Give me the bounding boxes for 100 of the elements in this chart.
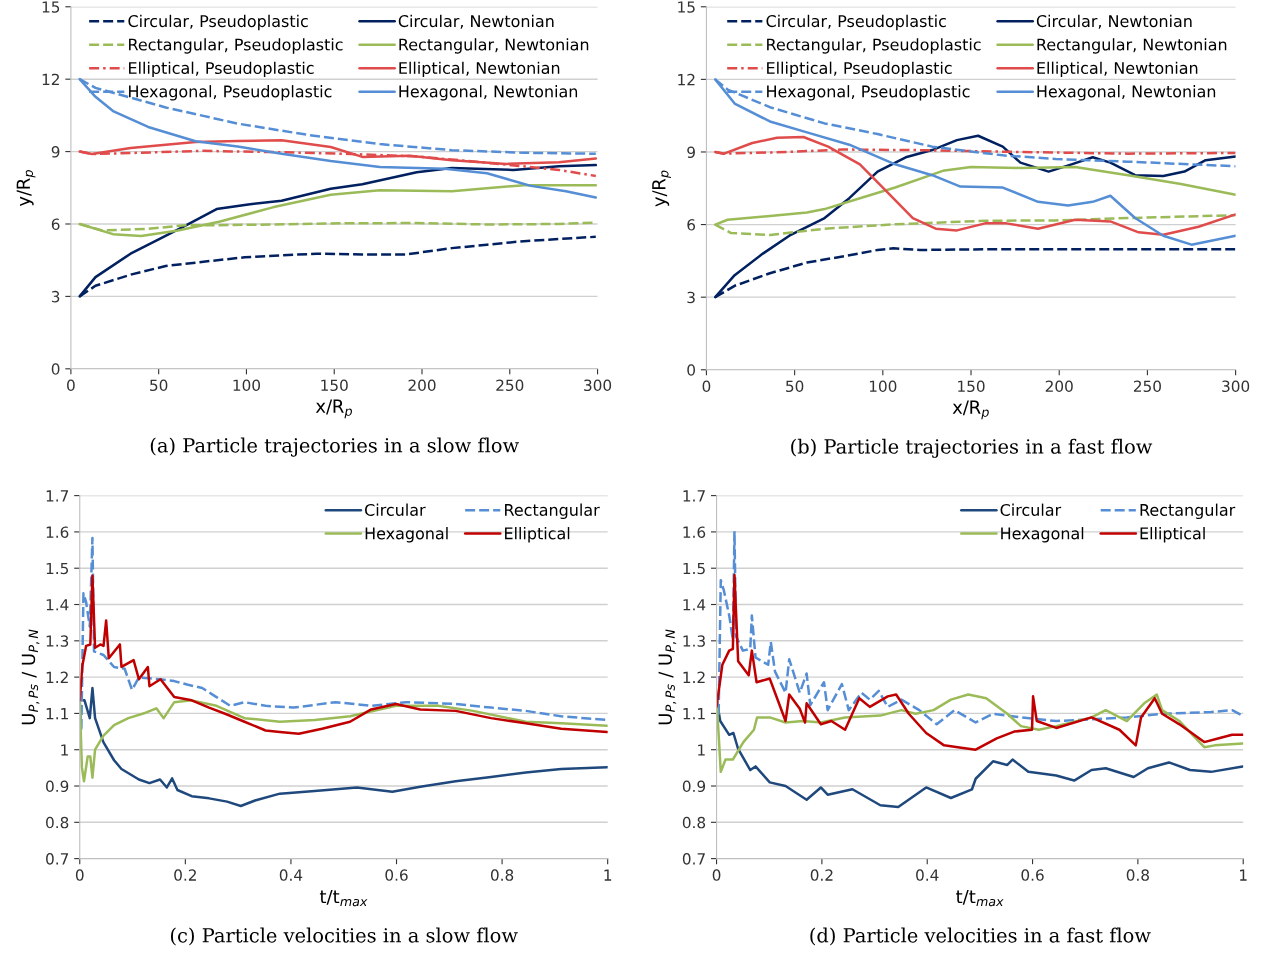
y-tick-label: 1.7 — [46, 490, 69, 502]
y-tick-label: 1.5 — [683, 562, 705, 575]
y-tick-label: 1.4 — [46, 599, 69, 611]
x-tick-label: 200 — [408, 379, 436, 392]
y-tick-label: 1.7 — [683, 490, 705, 502]
legend-label: Elliptical, Newtonian — [1037, 61, 1198, 78]
legend-label: Hexagonal — [365, 527, 448, 543]
y-axis-title: y/R$_{p}$ — [16, 170, 36, 207]
y-tick-label: 0.9 — [682, 780, 706, 793]
y-tick-label: 12 — [678, 73, 695, 86]
x-tick-label: 0 — [712, 869, 721, 881]
x-axis-title: t/t$_{max}$ — [956, 889, 1004, 907]
legend-label: Circular — [1000, 503, 1062, 516]
x-tick-label: 250 — [496, 379, 524, 392]
legend-label: Elliptical, Pseudoplastic — [129, 61, 314, 78]
text: (a) Particle trajectories in a slow flow — [150, 437, 519, 457]
legend-label: Circular, Pseudoplastic — [766, 14, 946, 31]
legend-label: Rectangular, Newtonian — [1037, 38, 1227, 54]
y-tick-label: 1.1 — [46, 708, 68, 720]
y-tick-label: 6 — [687, 219, 696, 231]
x-tick-label: 0 — [75, 869, 84, 881]
x-tick-label: 1 — [604, 869, 612, 881]
legend-label: Rectangular — [1140, 503, 1236, 520]
x-tick-label: 150 — [958, 380, 985, 393]
y-tick-label: 1.5 — [46, 562, 69, 575]
line-series — [79, 574, 608, 735]
legend-label: Rectangular, Pseudoplastic — [767, 38, 981, 54]
y-tick-label: 1.6 — [683, 526, 706, 538]
y-tick-label: 9 — [687, 146, 695, 158]
x-tick-label: 200 — [1045, 380, 1073, 393]
y-tick-label: 1.4 — [683, 599, 706, 611]
y-tick-label: 3 — [687, 291, 695, 304]
x-axis-title: x/R$_{p}$ — [315, 399, 352, 419]
text: (b) Particle trajectories in a fast flow — [791, 438, 1153, 458]
y-tick-label: 15 — [42, 1, 60, 13]
x-tick-label: 0.4 — [279, 869, 303, 881]
text: (c) Particle velocities in a slow flow — [170, 927, 518, 946]
line-series — [716, 693, 1244, 774]
legend-label: Hexagonal, Newtonian — [399, 85, 578, 101]
x-tick-label: 150 — [321, 379, 348, 392]
y-tick-label: 1.2 — [46, 671, 68, 683]
y-tick-label: 3 — [51, 290, 60, 303]
x-tick-label: 250 — [1133, 380, 1161, 393]
legend-label: Rectangular — [505, 503, 600, 520]
legend-label: Circular — [365, 503, 426, 516]
x-tick-label: 0.8 — [490, 869, 514, 881]
legend-label: Hexagonal — [1001, 527, 1084, 543]
y-tick-label: 1.3 — [683, 635, 705, 647]
text: (d) Particle velocities in a fast flow — [810, 927, 1151, 946]
y-tick-label: 9 — [51, 146, 60, 158]
x-tick-label: 0.6 — [385, 869, 408, 881]
x-tick-label: 300 — [1222, 380, 1250, 393]
legend-label: Elliptical — [505, 527, 570, 543]
x-tick-label: 50 — [786, 380, 804, 393]
y-tick-label: 0.7 — [682, 853, 705, 865]
line-series — [79, 686, 608, 808]
legend-label: Elliptical, Newtonian — [399, 61, 560, 78]
x-axis-title: x/R$_{p}$ — [952, 400, 989, 420]
y-tick-label: 1.3 — [46, 635, 69, 647]
line-series — [79, 699, 608, 783]
y-tick-label: 0 — [687, 364, 695, 376]
legend-label: Rectangular, Newtonian — [399, 38, 589, 54]
legend-label: Circular, Newtonian — [1036, 14, 1192, 29]
x-tick-label: 100 — [233, 379, 261, 392]
x-tick-label: 0.8 — [1126, 869, 1149, 881]
line-series — [716, 573, 1244, 751]
legend-label: Hexagonal, Newtonian — [1037, 85, 1216, 101]
y-axis-title: U$_{P,Ps}$ / U$_{P,N}$ — [658, 629, 677, 725]
x-tick-label: 0.6 — [1021, 869, 1044, 881]
y-tick-label: 0.8 — [682, 816, 706, 829]
x-tick-label: 50 — [150, 379, 168, 392]
x-tick-label: 0.4 — [916, 869, 939, 881]
y-tick-label: 0.9 — [46, 780, 69, 793]
y-tick-label: 12 — [42, 73, 59, 85]
y-tick-label: 1.2 — [683, 671, 705, 683]
y-tick-label: 1 — [61, 744, 68, 756]
x-tick-label: 100 — [869, 380, 897, 393]
legend-label: Circular, Pseudoplastic — [128, 14, 308, 31]
y-tick-label: 15 — [678, 1, 695, 13]
line-series — [716, 529, 1244, 726]
legend-label: Rectangular, Pseudoplastic — [129, 38, 343, 54]
legend-label: Hexagonal, Pseudoplastic — [767, 85, 970, 101]
legend-label: Elliptical, Pseudoplastic — [767, 61, 952, 78]
x-tick-label: 0.2 — [810, 869, 833, 881]
y-axis-title: y/R$_{p}$ — [652, 170, 671, 207]
x-tick-label: 300 — [584, 379, 612, 392]
legend-label: Hexagonal, Pseudoplastic — [129, 85, 332, 101]
legend-label: Elliptical — [1140, 527, 1205, 543]
y-tick-label: 6 — [51, 218, 60, 231]
x-tick-label: 0.2 — [174, 869, 196, 881]
legend-label: Circular, Newtonian — [398, 14, 554, 29]
x-axis-title: t/t$_{max}$ — [319, 889, 368, 907]
y-tick-label: 0.8 — [46, 816, 69, 829]
y-axis-title: U$_{P,Ps}$ / U$_{P,N}$ — [21, 629, 40, 725]
y-tick-label: 1 — [698, 744, 705, 756]
x-tick-label: 1 — [1240, 869, 1247, 881]
y-tick-label: 1.6 — [46, 526, 69, 538]
y-tick-label: 0.7 — [46, 853, 69, 865]
y-tick-label: 1.1 — [683, 708, 705, 720]
y-tick-label: 0 — [51, 363, 60, 375]
